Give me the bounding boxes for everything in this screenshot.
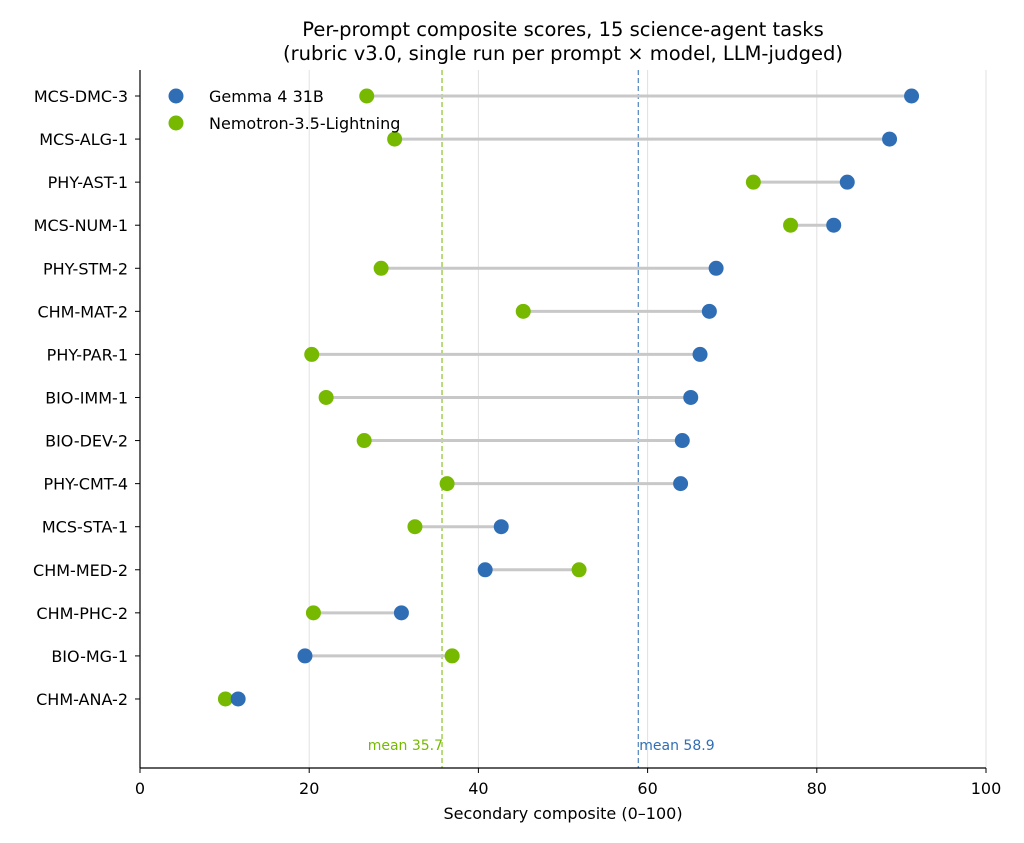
x-axis-label: Secondary composite (0–100) — [443, 804, 682, 823]
data-point — [387, 131, 403, 147]
data-point — [692, 346, 708, 362]
category-label: MCS-NUM-1 — [34, 216, 128, 235]
data-point — [373, 260, 389, 276]
category-label: BIO-DEV-2 — [45, 432, 128, 451]
data-point — [674, 433, 690, 449]
x-tick-label: 0 — [135, 779, 145, 798]
legend-marker — [168, 88, 184, 104]
category-label: BIO-IMM-1 — [45, 388, 128, 407]
category-label: PHY-STM-2 — [43, 259, 128, 278]
data-point — [444, 648, 460, 664]
legend-label: Gemma 4 31B — [209, 87, 324, 106]
data-point — [745, 174, 761, 190]
data-point — [230, 691, 246, 707]
chart-subtitle: (rubric v3.0, single run per prompt × mo… — [283, 42, 843, 65]
data-point — [683, 389, 699, 405]
mean-label: mean 35.7 — [368, 738, 443, 754]
data-point — [297, 648, 313, 664]
data-point — [515, 303, 531, 319]
category-label: BIO-MG-1 — [51, 647, 128, 666]
legend: Gemma 4 31B Nemotron-3.5-Lightning — [168, 87, 400, 133]
data-point — [305, 605, 321, 621]
category-label: CHM-MAT-2 — [37, 302, 128, 321]
data-point — [217, 691, 233, 707]
mean-lines: mean 35.7 mean 58.9 — [368, 70, 715, 768]
data-point — [783, 217, 799, 233]
category-label: MCS-ALG-1 — [39, 130, 128, 149]
category-label: MCS-DMC-3 — [34, 87, 128, 106]
mean-label: mean 58.9 — [639, 738, 714, 754]
category-label: PHY-PAR-1 — [47, 345, 128, 364]
data-point — [304, 346, 320, 362]
data-point — [407, 519, 423, 535]
data-point — [882, 131, 898, 147]
axes: MCS-DMC-3 MCS-ALG-1 PHY-AST-1 MCS-NUM-1 PHY-… — [33, 70, 1001, 798]
data-point — [356, 433, 372, 449]
data-point — [359, 88, 375, 104]
legend-marker — [168, 115, 184, 131]
chart-title: Per-prompt composite scores, 15 science-… — [302, 18, 823, 41]
x-tick-label: 40 — [468, 779, 488, 798]
x-tick-label: 100 — [971, 779, 1002, 798]
connector-lines — [225, 94, 912, 701]
data-point — [904, 88, 920, 104]
data-point — [826, 217, 842, 233]
data-point — [571, 562, 587, 578]
category-label: MCS-STA-1 — [42, 518, 128, 537]
category-label: CHM-PHC-2 — [36, 604, 128, 623]
x-tick-label: 20 — [299, 779, 319, 798]
data-point — [477, 562, 493, 578]
x-tick-label: 60 — [637, 779, 657, 798]
data-point — [493, 519, 509, 535]
x-tick-label: 80 — [807, 779, 827, 798]
grid-lines — [308, 70, 987, 768]
category-label: CHM-MED-2 — [33, 561, 128, 580]
data-point — [708, 260, 724, 276]
data-point — [393, 605, 409, 621]
data-point — [839, 174, 855, 190]
data-points — [217, 88, 920, 707]
data-point — [318, 389, 334, 405]
legend-label: Nemotron-3.5-Lightning — [209, 114, 400, 133]
category-label: PHY-AST-1 — [48, 173, 128, 192]
data-point — [439, 476, 455, 492]
category-label: CHM-ANA-2 — [36, 690, 128, 709]
data-point — [701, 303, 717, 319]
data-point — [673, 476, 689, 492]
category-label: PHY-CMT-4 — [43, 475, 128, 494]
